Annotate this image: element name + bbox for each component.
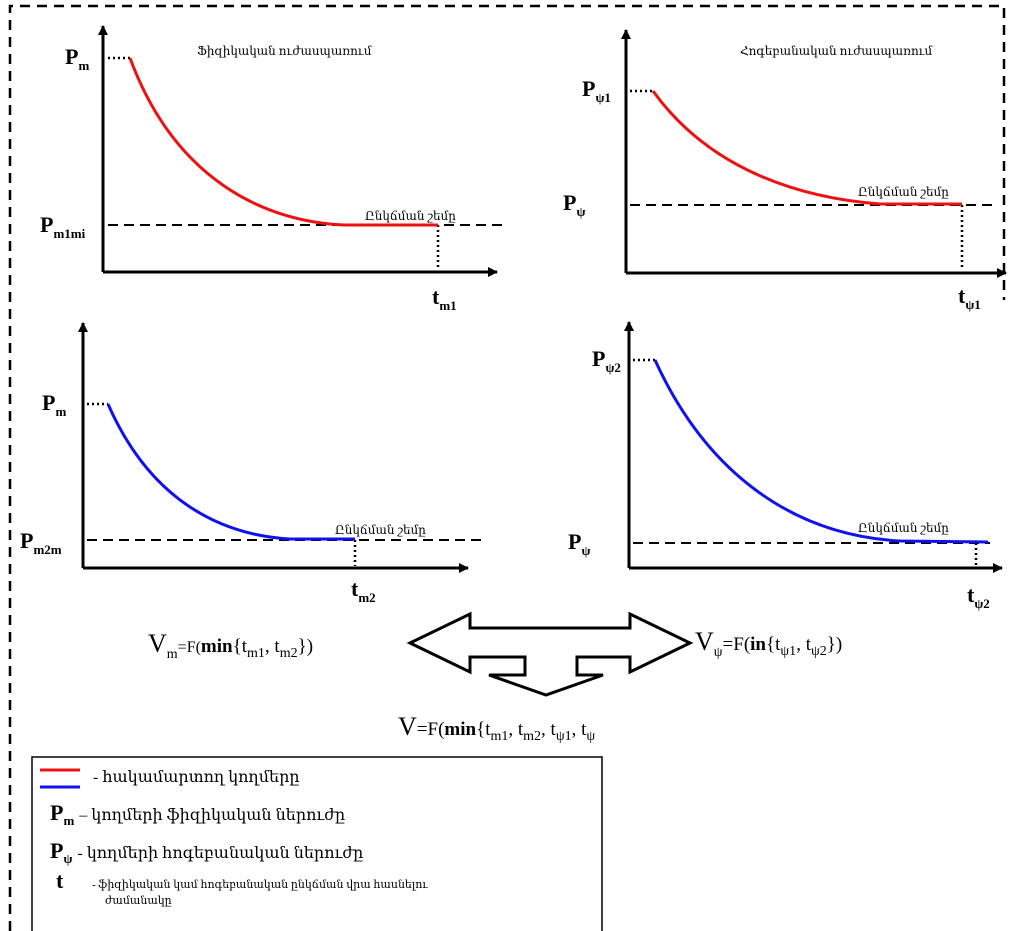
p-bottom-label: Pψ: [563, 190, 585, 219]
formula-v: V=F(min{tm1, tm2, tψ1, tψ: [398, 712, 595, 744]
exhaustion-curve-red: [651, 90, 962, 206]
exhaustion-curve-blue: [106, 403, 355, 541]
outer-dashed-frame: [8, 4, 1006, 931]
formula-vm: Vm=F(min{tm1, tm2}): [148, 629, 313, 662]
legend-t-desc-1: - ֆիզիկական կամ հոգեբանական ընկճման վրա …: [92, 879, 428, 891]
legend-box: [31, 756, 603, 931]
p-bottom-label: Pm2m: [20, 528, 62, 557]
t-label: tψ2: [967, 582, 990, 611]
panel-title-psych: Հոգեբանական ուժասպառում: [740, 44, 933, 58]
t-label: tm2: [351, 576, 376, 605]
panel-physical-1: Ֆիզիկական ուժասպառում Ընկճման շեմը Pm Pm…: [40, 25, 505, 313]
p-top-label: Pm: [65, 44, 89, 73]
legend-t-desc-2: ժամանակը: [105, 895, 172, 907]
p-top-label: Pψ2: [592, 346, 621, 375]
t-label: tψ1: [958, 283, 981, 312]
t-label: tm1: [432, 284, 457, 313]
panel-physical-2: Ընկճման շեմը Pm Pm2m tm2: [20, 322, 482, 605]
formula-vpsi: Vψ=F(in{tψ1, tψ2}): [695, 627, 842, 660]
legend: - հակամարտող կողմերը Pm – կողմերի ֆիզիկակ…: [31, 756, 603, 931]
p-top-label: Pψ1: [582, 76, 611, 105]
threshold-label: Ընկճման շեմը: [858, 185, 949, 199]
exhaustion-curve-red: [128, 57, 438, 227]
threshold-label: Ընկճման շեմը: [335, 523, 426, 537]
p-bottom-label: Pψ: [568, 529, 590, 558]
p-top-label: Pm: [42, 390, 66, 419]
three-way-block-arrow: [406, 611, 694, 697]
exhaustion-curve-blue: [653, 359, 989, 544]
legend-pm: Pm – կողմերի ֆիզիկական ներուժը: [50, 800, 345, 828]
panel-title-physical: Ֆիզիկական ուժասպառում: [197, 44, 372, 58]
legend-ppsi: Pψ - կողմերի հոգեբանական ներուժը: [50, 838, 363, 866]
panel-psych-2: Ընկճման շեմը Pψ2 Pψ tψ2: [568, 321, 1003, 611]
panel-psych-1: Հոգեբանական ուժասպառում Ընկճման շեմը Pψ1…: [563, 29, 1007, 312]
threshold-label: Ընկճման շեմը: [858, 521, 949, 535]
legend-line-desc: - հակամարտող կողմերը: [93, 769, 300, 786]
threshold-label: Ընկճման շեմը: [365, 209, 456, 223]
legend-t-symbol: t: [56, 868, 64, 893]
p-bottom-label: Pm1mi: [40, 212, 86, 241]
